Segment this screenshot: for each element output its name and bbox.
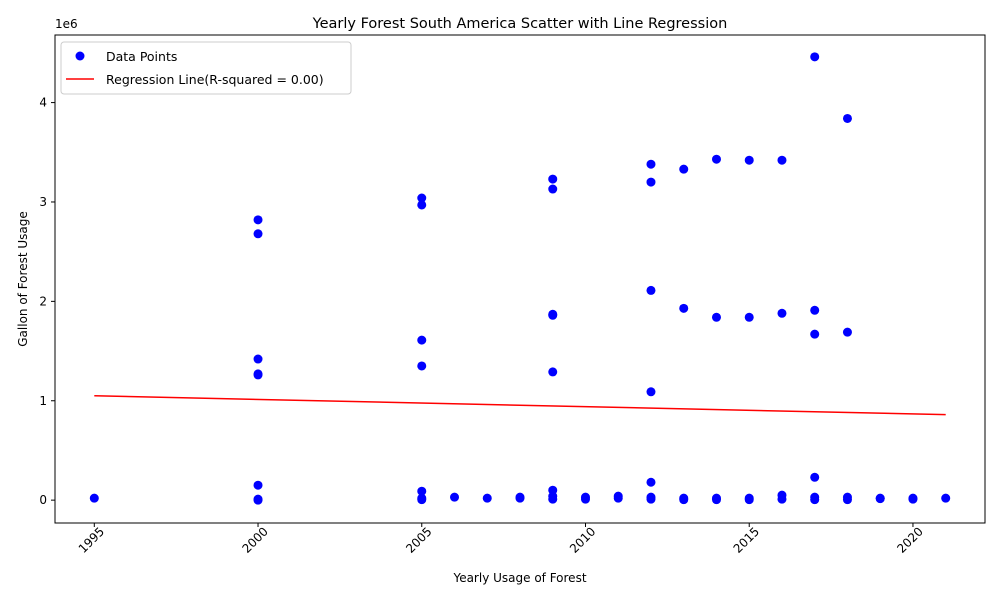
data-point bbox=[908, 494, 918, 504]
data-point bbox=[548, 174, 558, 184]
legend-label-regression: Regression Line(R-squared = 0.00) bbox=[106, 72, 324, 87]
plot-area-frame bbox=[54, 34, 986, 524]
data-point bbox=[711, 312, 721, 322]
data-point bbox=[842, 495, 852, 505]
data-point bbox=[548, 184, 558, 194]
data-point bbox=[810, 305, 820, 315]
chart-title: Yearly Forest South America Scatter with… bbox=[312, 16, 728, 32]
data-point bbox=[679, 495, 689, 505]
data-point bbox=[89, 493, 99, 503]
data-point bbox=[777, 308, 787, 318]
data-point bbox=[810, 329, 820, 339]
data-point bbox=[515, 493, 525, 503]
data-point bbox=[646, 477, 656, 487]
y-tick-label: 3 bbox=[39, 195, 47, 209]
data-point bbox=[875, 494, 885, 504]
data-point bbox=[679, 303, 689, 313]
y-tick-label: 0 bbox=[39, 493, 47, 507]
legend-box bbox=[60, 41, 352, 95]
legend-marker-data-points bbox=[75, 51, 85, 61]
data-point bbox=[810, 52, 820, 62]
y-axis-label: Gallon of Forest Usage bbox=[16, 211, 30, 347]
regression-line-layer bbox=[94, 395, 946, 416]
data-point bbox=[253, 215, 263, 225]
data-point bbox=[744, 312, 754, 322]
data-point bbox=[253, 495, 263, 505]
data-point bbox=[417, 335, 427, 345]
data-point bbox=[646, 159, 656, 169]
data-point bbox=[744, 155, 754, 165]
data-point bbox=[548, 310, 558, 320]
y-tick-label: 4 bbox=[39, 96, 47, 110]
data-point bbox=[941, 493, 951, 503]
data-point bbox=[548, 367, 558, 377]
data-point bbox=[548, 494, 558, 504]
data-point bbox=[253, 480, 263, 490]
data-point bbox=[711, 495, 721, 505]
data-point bbox=[580, 494, 590, 504]
regression-line bbox=[94, 395, 946, 416]
data-point bbox=[253, 354, 263, 364]
data-point bbox=[417, 200, 427, 210]
x-axis-label: Yearly Usage of Forest bbox=[452, 571, 586, 585]
data-point bbox=[777, 155, 787, 165]
data-point bbox=[613, 493, 623, 503]
legend: Data Points Regression Line(R-squared = … bbox=[60, 41, 352, 95]
legend-label-data-points: Data Points bbox=[106, 49, 177, 64]
data-point bbox=[842, 327, 852, 337]
data-point bbox=[417, 495, 427, 505]
data-points-layer bbox=[89, 52, 951, 505]
data-point bbox=[417, 361, 427, 371]
data-point bbox=[711, 154, 721, 164]
data-point bbox=[646, 387, 656, 397]
data-point bbox=[417, 193, 427, 203]
y-axis-offset-label: 1e6 bbox=[55, 17, 78, 31]
data-point bbox=[744, 495, 754, 505]
data-point bbox=[646, 285, 656, 295]
data-point bbox=[810, 472, 820, 482]
data-point bbox=[253, 229, 263, 239]
y-tick-label: 2 bbox=[39, 294, 47, 308]
data-point bbox=[450, 492, 460, 502]
y-tick-label: 1 bbox=[39, 394, 47, 408]
y-axis-ticks: 0 1 2 3 4 bbox=[39, 96, 55, 507]
data-point bbox=[777, 494, 787, 504]
data-point bbox=[842, 113, 852, 123]
data-point bbox=[482, 493, 492, 503]
data-point bbox=[810, 495, 820, 505]
data-point bbox=[679, 164, 689, 174]
data-point bbox=[646, 177, 656, 187]
data-point bbox=[417, 486, 427, 496]
data-point bbox=[253, 370, 263, 380]
data-point bbox=[646, 494, 656, 504]
